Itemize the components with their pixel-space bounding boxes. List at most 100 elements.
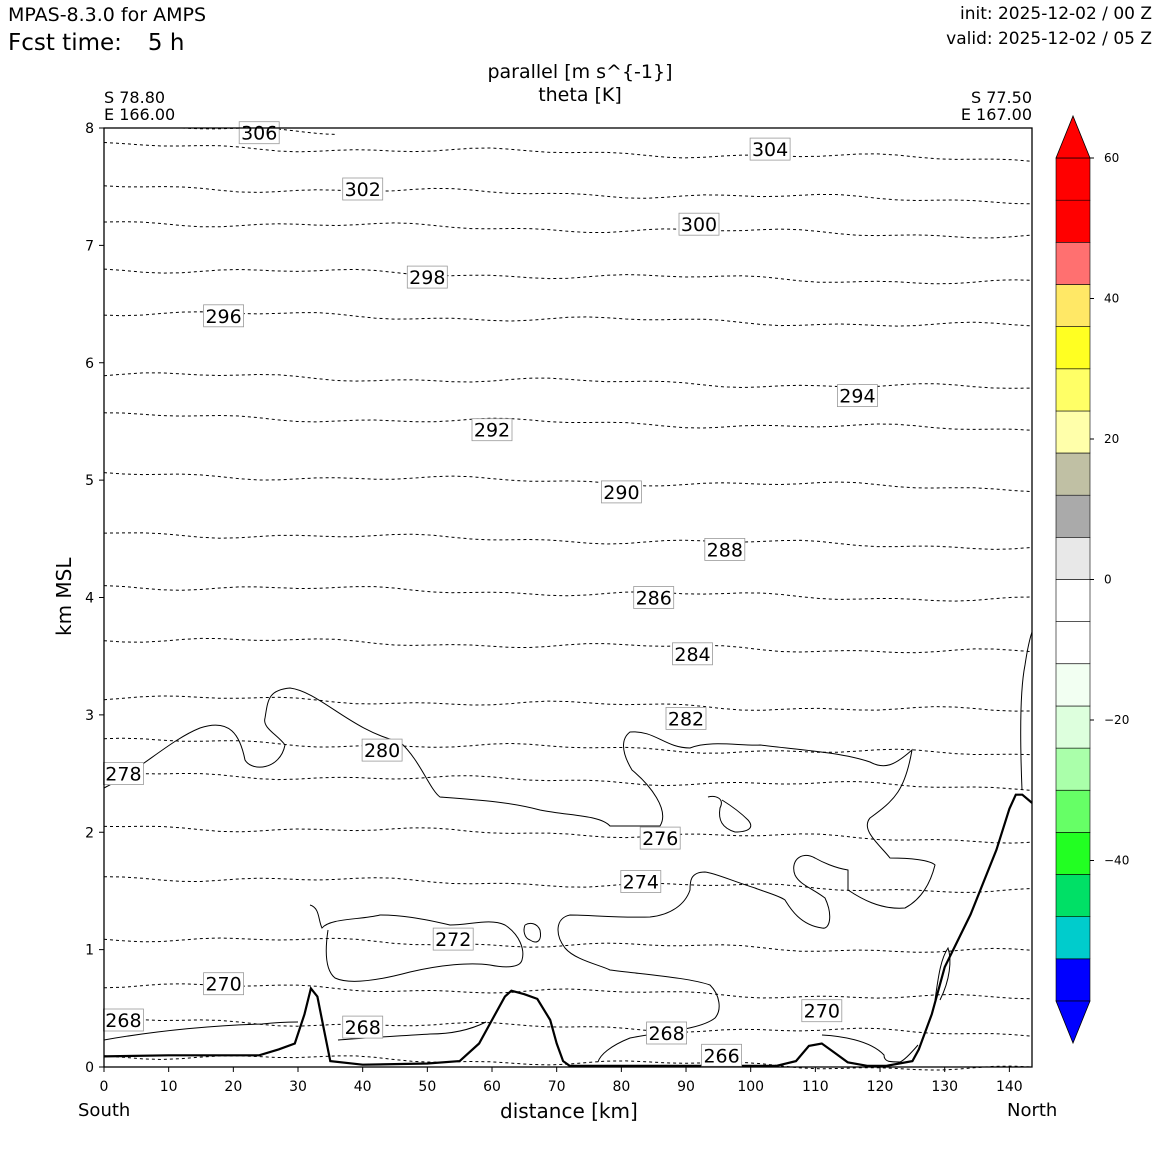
theta-label-274: 274 xyxy=(620,870,662,894)
theta-label-box xyxy=(406,265,448,289)
colorbar-tick-label: −20 xyxy=(1104,713,1129,727)
theta-label-278: 278 xyxy=(103,762,144,786)
theta-label-text: 270 xyxy=(804,1001,840,1023)
wind-contour-east xyxy=(934,946,951,1001)
theta-label-290: 290 xyxy=(601,480,642,504)
theta-label-270: 270 xyxy=(801,999,843,1023)
direction-south: South xyxy=(78,1100,131,1121)
theta-label-box xyxy=(238,121,280,145)
theta-contour-line xyxy=(103,770,1033,791)
theta-label-text: 306 xyxy=(241,123,277,145)
theta-label-text: 266 xyxy=(703,1045,739,1067)
colorbar-extend-min xyxy=(1055,1000,1091,1045)
theta-label-text: 278 xyxy=(105,764,141,786)
theta-label-268: 268 xyxy=(103,1008,144,1032)
theta-label-box xyxy=(203,972,245,996)
chart-title-field: parallel [m s^{-1}] xyxy=(487,61,673,83)
colorbar-tick-label: −40 xyxy=(1104,854,1129,868)
theta-label-box xyxy=(704,538,746,561)
theta-contour-line xyxy=(103,695,1033,712)
colorbar-segment xyxy=(1055,579,1091,622)
theta-label-270: 270 xyxy=(203,972,245,996)
x-tick-label: 50 xyxy=(418,1079,436,1095)
theta-label-text: 296 xyxy=(205,306,241,328)
theta-label-text: 302 xyxy=(345,179,381,201)
end-longitude: E 167.00 xyxy=(960,105,1032,124)
theta-contour-line xyxy=(103,1016,1033,1037)
x-tick-label: 90 xyxy=(677,1079,695,1095)
x-tick-label: 110 xyxy=(802,1079,829,1095)
y-tick-label: 1 xyxy=(85,943,94,959)
theta-label-text: 276 xyxy=(642,828,678,850)
colorbar-segment xyxy=(1055,157,1091,201)
theta-label-286: 286 xyxy=(633,586,675,610)
y-tick-label: 6 xyxy=(85,356,94,372)
theta-contour-line xyxy=(103,637,1033,654)
theta-label-box xyxy=(837,384,878,408)
theta-label-text: 272 xyxy=(435,929,471,951)
theta-label-284: 284 xyxy=(672,642,713,666)
wind-contour-small-3 xyxy=(523,922,541,943)
theta-label-280: 280 xyxy=(361,738,403,762)
forecast-time: Fcst time: 5 h xyxy=(8,30,184,56)
y-axis-ticks: 0 1 2 3 4 5 6 7 8 xyxy=(85,121,104,1076)
theta-contour-line xyxy=(103,1055,1033,1071)
theta-label-box xyxy=(203,304,245,328)
y-tick-label: 7 xyxy=(85,238,94,254)
theta-contour-line xyxy=(103,142,1033,162)
theta-label-text: 282 xyxy=(668,708,704,730)
start-latitude: S 78.80 xyxy=(104,88,166,107)
x-tick-label: 20 xyxy=(224,1079,242,1095)
colorbar-segment xyxy=(1055,452,1091,496)
colorbar-tick-label: 20 xyxy=(1104,432,1119,446)
wind-contour-small-2 xyxy=(707,795,752,833)
theta-label-box xyxy=(678,212,720,236)
x-tick-label: 140 xyxy=(996,1079,1023,1095)
theta-label-box xyxy=(471,418,513,442)
theta-label-300: 300 xyxy=(678,212,720,236)
colorbar-extend-max xyxy=(1055,114,1091,159)
colorbar-segment xyxy=(1055,494,1091,538)
theta-label-302: 302 xyxy=(342,177,384,201)
colorbar-tick-label: 60 xyxy=(1104,151,1119,165)
y-tick-label: 5 xyxy=(85,473,94,489)
axes xyxy=(103,127,1033,1068)
wind-contours xyxy=(103,631,1033,1063)
chart-title-contour: theta [K] xyxy=(538,84,622,106)
theta-label-text: 268 xyxy=(345,1017,381,1039)
y-tick-label: 3 xyxy=(85,708,94,724)
theta-label-298: 298 xyxy=(406,265,448,289)
x-tick-label: 40 xyxy=(354,1079,372,1095)
colorbar: 60 40 20 0 −20 −40 xyxy=(1055,114,1129,1045)
x-tick-label: 30 xyxy=(289,1079,307,1095)
theta-label-text: 268 xyxy=(105,1010,141,1032)
x-tick-label: 70 xyxy=(548,1079,566,1095)
model-name: MPAS-8.3.0 for AMPS xyxy=(8,4,207,26)
colorbar-segment xyxy=(1055,536,1091,580)
theta-label-box xyxy=(665,707,707,730)
colorbar-segment xyxy=(1055,832,1091,875)
x-tick-label: 130 xyxy=(931,1079,958,1095)
theta-label-text: 294 xyxy=(839,386,875,408)
colorbar-segment xyxy=(1055,199,1091,243)
theta-label-272: 272 xyxy=(432,927,474,951)
theta-label-box xyxy=(646,1021,687,1045)
colorbar-tick-label: 0 xyxy=(1104,573,1112,587)
colorbar-segment xyxy=(1055,663,1091,707)
theta-contour-line xyxy=(103,585,1033,602)
colorbar-segment xyxy=(1055,958,1091,1002)
theta-contour-line xyxy=(103,268,1033,285)
theta-label-276: 276 xyxy=(639,826,681,850)
theta-contour-line xyxy=(103,937,1033,953)
wind-contour-right xyxy=(1020,631,1033,791)
theta-label-text: 284 xyxy=(674,644,710,666)
theta-label-268: 268 xyxy=(342,1015,384,1039)
colorbar-segment xyxy=(1055,747,1091,791)
wind-contour-lower-left xyxy=(103,1021,299,1041)
theta-label-text: 270 xyxy=(205,974,241,996)
colorbar-segment xyxy=(1055,284,1091,327)
y-tick-label: 2 xyxy=(85,825,94,841)
theta-label-text: 280 xyxy=(364,740,400,762)
theta-contour-line xyxy=(103,472,1033,493)
